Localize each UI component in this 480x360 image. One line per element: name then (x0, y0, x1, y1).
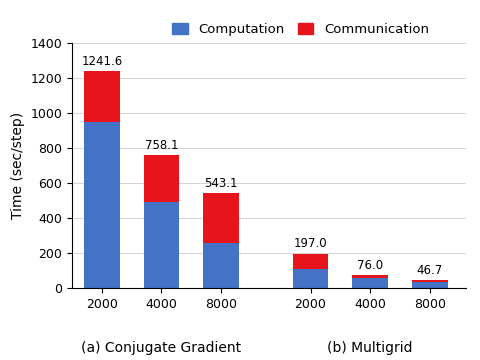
Bar (203, 193, 239, 243)
Y-axis label: Time (sec/step): Time (sec/step) (11, 112, 25, 219)
Bar (293, 269, 328, 288)
Bar (84, 122, 120, 288)
Text: 1241.6: 1241.6 (81, 55, 122, 68)
Bar (352, 278, 388, 288)
Legend: Computation, Communication: Computation, Communication (167, 18, 434, 41)
Text: 46.7: 46.7 (417, 264, 443, 277)
Bar (144, 156, 180, 202)
Text: (a) Conjugate Gradient: (a) Conjugate Gradient (82, 341, 241, 355)
Bar (84, 71, 120, 122)
Bar (352, 275, 388, 278)
Text: 197.0: 197.0 (294, 237, 327, 251)
Text: (b) Multigrid: (b) Multigrid (327, 341, 413, 355)
Text: 543.1: 543.1 (204, 177, 238, 190)
Bar (412, 280, 448, 282)
Text: 758.1: 758.1 (144, 139, 178, 152)
Bar (144, 202, 180, 288)
Bar (293, 253, 328, 269)
Bar (203, 243, 239, 288)
Text: 76.0: 76.0 (357, 258, 383, 271)
Bar (412, 282, 448, 288)
